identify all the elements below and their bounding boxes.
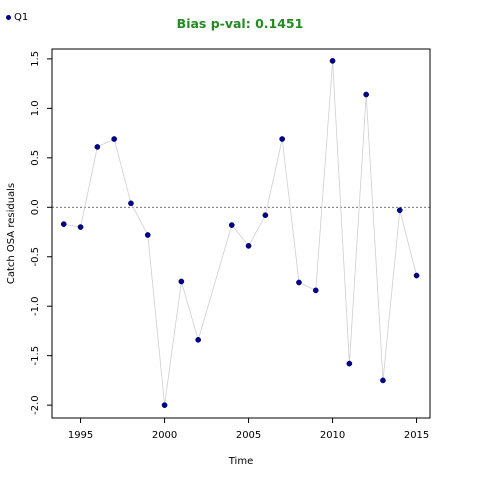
x-tick-label: 2000 (152, 430, 177, 441)
data-point (245, 243, 252, 249)
x-axis-label: Time (228, 456, 253, 467)
y-tick-label: -1.0 (30, 296, 41, 316)
y-tick-label: 0.5 (30, 150, 41, 166)
x-tick-label: 2010 (320, 430, 345, 441)
data-point (346, 360, 353, 367)
legend-marker (6, 15, 11, 20)
data-point (329, 58, 336, 64)
y-tick-label: -1.5 (30, 346, 41, 366)
y-tick-label: 1.5 (30, 51, 41, 67)
data-point (296, 279, 302, 286)
x-tick-label: 2015 (404, 430, 429, 441)
legend-label: Q1 (14, 12, 29, 23)
y-tick-label: 1.0 (30, 100, 41, 116)
y-tick-label: -0.5 (30, 247, 41, 267)
data-point (363, 91, 370, 98)
data-point (178, 278, 185, 285)
data-point (195, 336, 202, 343)
data-point (312, 287, 319, 294)
legend: Q1 (6, 12, 28, 23)
plot-frame (51, 48, 431, 419)
data-point (60, 221, 67, 227)
data-point (77, 224, 84, 230)
data-point (262, 212, 269, 219)
data-point (144, 232, 151, 238)
data-point (94, 144, 101, 150)
data-point (380, 377, 386, 384)
data-point (396, 207, 403, 214)
data-point (111, 136, 118, 142)
data-point (161, 402, 168, 408)
series-line-q1 (63, 60, 417, 406)
y-tick-label: 0.0 (30, 199, 41, 215)
data-point (228, 222, 235, 228)
data-point (413, 272, 420, 279)
y-axis-label: Catch OSA residuals (6, 183, 17, 284)
data-point (128, 200, 134, 207)
x-tick-label: 1995 (68, 430, 93, 441)
data-point (279, 136, 286, 142)
chart-title: Bias p-val: 0.1451 (176, 16, 304, 31)
y-tick-label: -2.0 (30, 395, 41, 415)
x-tick-label: 2005 (236, 430, 261, 441)
